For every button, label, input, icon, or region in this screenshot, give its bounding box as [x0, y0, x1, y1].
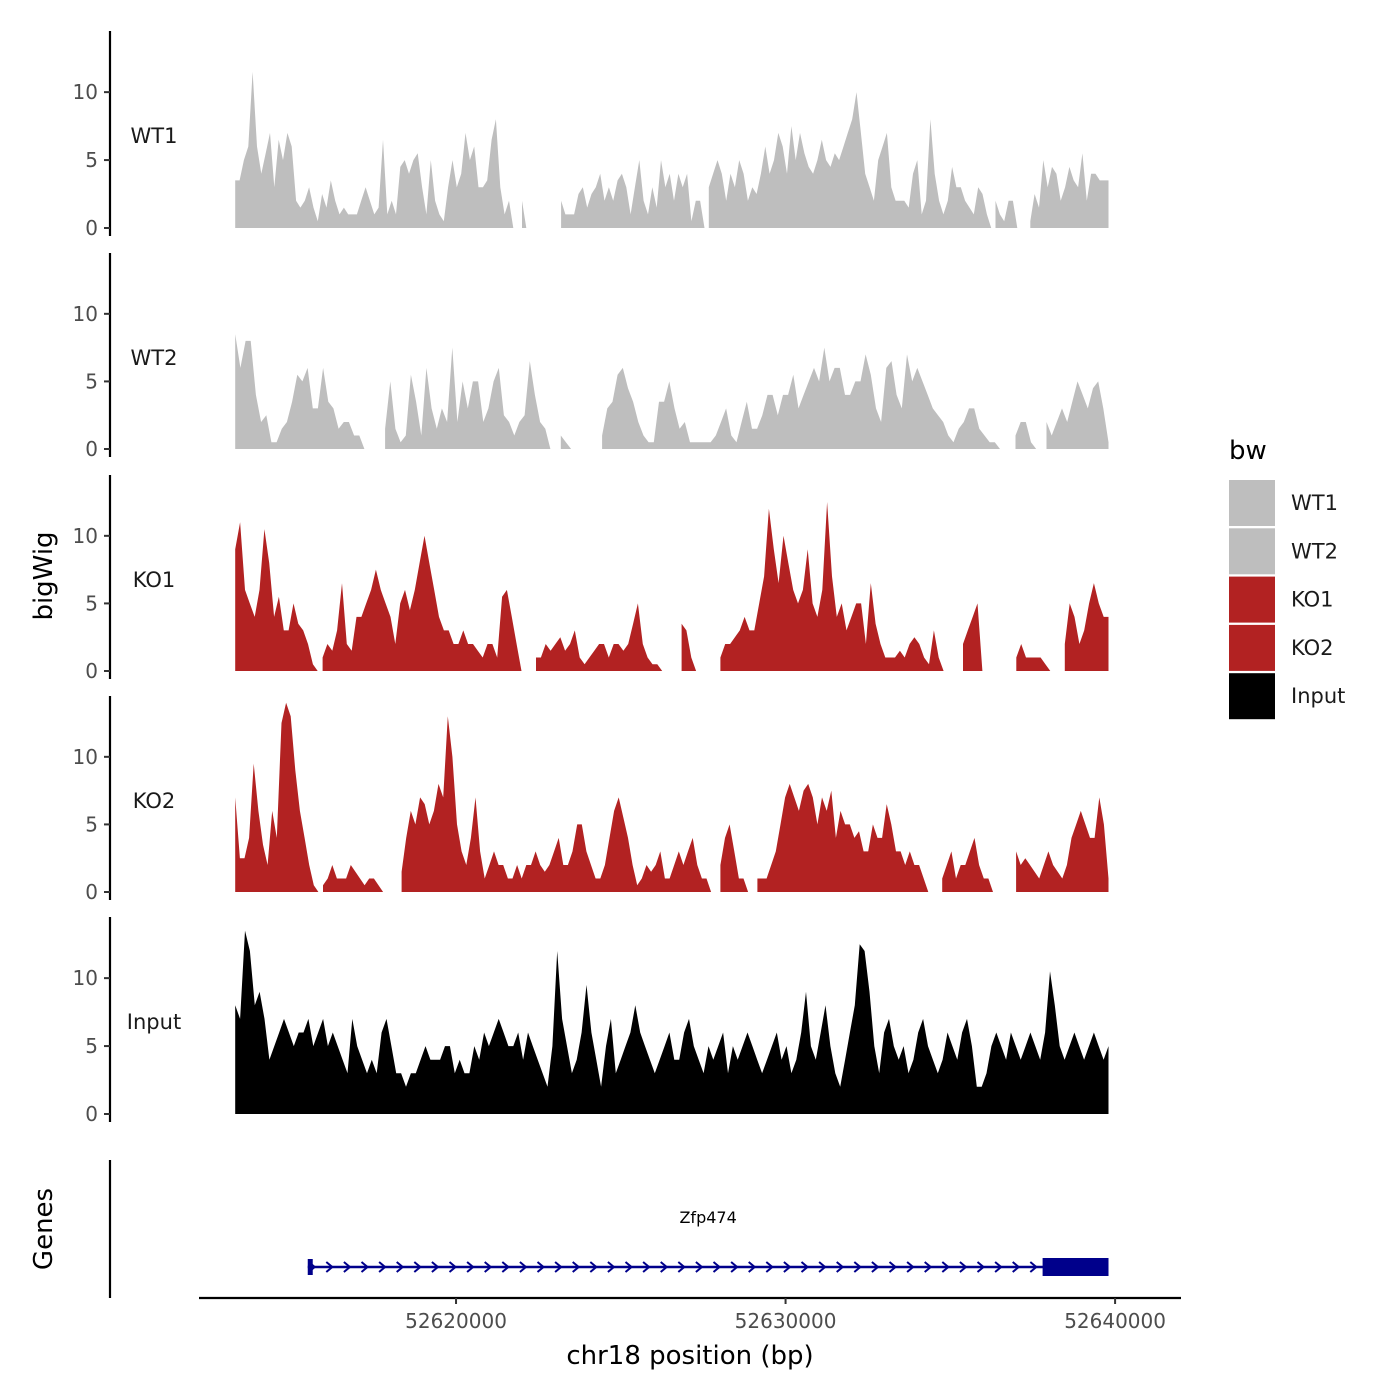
gene-strand-arrow [413, 1261, 422, 1273]
gene-strand-arrow [783, 1261, 792, 1273]
gene-strand-arrow [994, 1261, 1003, 1273]
gene-strand-arrow [308, 1261, 317, 1273]
gene-strand-arrow [660, 1261, 669, 1273]
gene-strand-arrow [572, 1261, 581, 1273]
legend-label-wt2: WT2 [1291, 539, 1338, 563]
legend-swatch-wt2 [1229, 528, 1275, 575]
x-axis-title: chr18 position (bp) [566, 1341, 813, 1371]
gene-strand-arrow [888, 1261, 898, 1273]
y-tick-label: 10 [73, 524, 98, 548]
gene-strand-arrow [325, 1261, 334, 1273]
signal-tracks: 0 5 10 WT1 0 5 10 WT2 0 5 10 KO1 0 5 10 KO2 0 5 10 Input [73, 31, 1109, 1126]
track-label: KO2 [133, 789, 176, 813]
legend-label-wt1: WT1 [1291, 491, 1338, 515]
legend-title: bw [1229, 436, 1267, 466]
gene-strand-arrow [448, 1261, 458, 1273]
y-tick-label: 5 [85, 1034, 98, 1058]
gene-strand-arrow [1012, 1261, 1021, 1273]
track-ko1: 0 5 10 KO1 [73, 475, 1109, 683]
gene-strand-arrow [695, 1261, 704, 1273]
gene-strand-arrow [378, 1261, 387, 1273]
y-tick-label: 0 [85, 659, 98, 683]
gene-strand-arrow [924, 1261, 933, 1273]
track-label: WT2 [131, 346, 178, 370]
gene-strand-arrow [959, 1261, 968, 1273]
gene-strand-arrow [466, 1261, 475, 1273]
legend-label-input: Input [1291, 684, 1345, 708]
genes-panel-title: Genes [29, 1188, 59, 1270]
gene-strand-arrow [941, 1261, 950, 1273]
signal-area-ko1 [235, 502, 1109, 671]
signal-area-ko2 [235, 702, 1109, 892]
gene-coding-exon [1042, 1258, 1109, 1276]
gene-strand-arrow [501, 1261, 510, 1273]
gene-strand-arrow [642, 1261, 651, 1273]
y-tick-label: 5 [85, 812, 98, 836]
gene-strand-arrow [607, 1261, 616, 1273]
gene-strand-arrow [536, 1261, 546, 1273]
y-tick-label: 0 [85, 216, 98, 240]
gene-strand-arrow [853, 1261, 862, 1273]
y-tick-label: 5 [85, 369, 98, 393]
y-tick-label: 5 [85, 148, 98, 172]
legend-swatch-wt1 [1229, 480, 1275, 526]
y-tick-label: 0 [85, 437, 98, 461]
gene-strand-arrow [748, 1261, 757, 1273]
gene-strand-arrow [624, 1261, 634, 1273]
gene-strand-arrow [1029, 1261, 1038, 1273]
x-tick-label: 52630000 [735, 1309, 837, 1333]
signal-area-wt2 [235, 334, 1109, 449]
gene-start-exon [307, 1259, 313, 1275]
gene-strand-arrow [800, 1261, 810, 1273]
gene-panel: Zfp474 [108, 1160, 1109, 1298]
gene-strand-arrow [519, 1261, 528, 1273]
signal-area-input [235, 930, 1109, 1114]
gene-strand-arrow [396, 1261, 405, 1273]
y-tick-label: 0 [85, 880, 98, 904]
gene-strand-arrow [730, 1261, 739, 1273]
track-ko2: 0 5 10 KO2 [73, 696, 1109, 904]
track-wt2: 0 5 10 WT2 [73, 253, 1109, 461]
y-tick-label: 10 [73, 966, 98, 990]
track-input: 0 5 10 Input [73, 917, 1109, 1126]
legend-swatch-input [1229, 673, 1275, 720]
y-tick-label: 0 [85, 1102, 98, 1126]
x-tick-label: 52640000 [1064, 1309, 1166, 1333]
track-label: WT1 [131, 124, 178, 148]
y-axis-title: bigWig [29, 531, 59, 620]
gene-strand-arrow [589, 1261, 598, 1273]
gene-strand-arrow [360, 1261, 370, 1273]
gene-strand-arrow [976, 1261, 986, 1273]
gene-strand-arrow [343, 1261, 352, 1273]
gene-strand-arrow [765, 1261, 774, 1273]
signal-area-wt1 [235, 71, 1109, 228]
track-label: Input [127, 1010, 181, 1034]
legend: bw WT1 WT2 KO1 KO2 Input [1229, 436, 1345, 720]
legend-swatch-ko1 [1229, 576, 1275, 623]
x-tick-label: 52620000 [405, 1309, 507, 1333]
gene-strand-arrow [554, 1261, 563, 1273]
legend-label-ko2: KO2 [1291, 636, 1334, 660]
legend-label-ko1: KO1 [1291, 588, 1334, 612]
gene-strand-arrow [484, 1261, 493, 1273]
y-tick-label: 10 [73, 302, 98, 326]
x-axis: 52620000 52630000 52640000 [199, 1296, 1181, 1333]
legend-swatch-ko2 [1229, 624, 1275, 671]
gene-strand-arrow [712, 1261, 722, 1273]
gene-strand-arrow [836, 1261, 845, 1273]
track-wt1: 0 5 10 WT1 [73, 31, 1109, 240]
gene-strand-arrow [871, 1261, 880, 1273]
y-tick-label: 5 [85, 591, 98, 615]
gene-name: Zfp474 [679, 1208, 736, 1227]
y-tick-label: 10 [73, 745, 98, 769]
track-label: KO1 [133, 568, 176, 592]
gene-strand-arrow [677, 1261, 686, 1273]
gene-strand-arrow [818, 1261, 827, 1273]
gene-strand-arrow [906, 1261, 915, 1273]
gene-strand-arrow [431, 1261, 440, 1273]
y-tick-label: 10 [73, 80, 98, 104]
